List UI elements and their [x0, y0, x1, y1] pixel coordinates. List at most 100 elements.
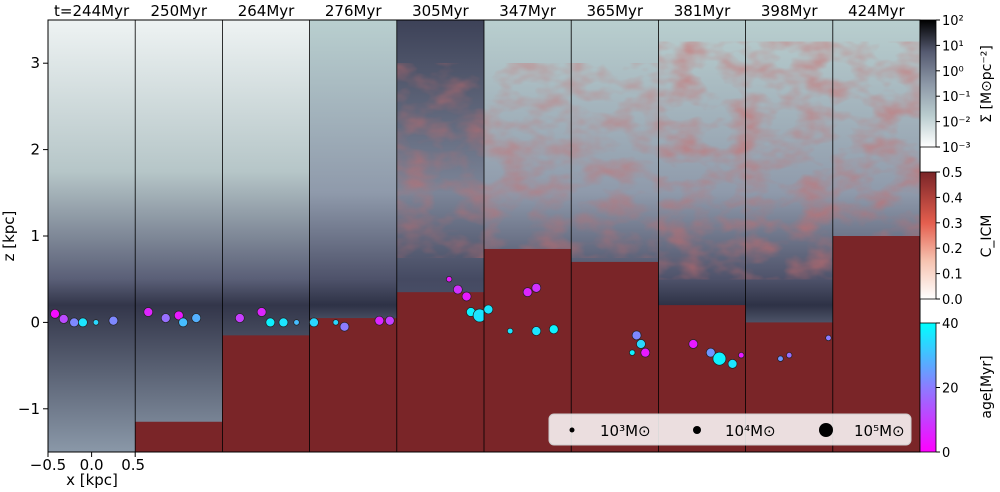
colorbar-tick-label: 0.5: [942, 166, 963, 181]
colorbar-tick-label: 10¹: [942, 39, 964, 54]
panel: [134, 20, 223, 452]
star-particle: [727, 359, 738, 369]
colorbar-icm-label: C_ICM: [979, 215, 995, 258]
star-particle: [50, 308, 60, 319]
x-axis-label: x [kpc]: [66, 471, 118, 489]
star-particle: [143, 307, 154, 317]
star-particle: [786, 352, 793, 359]
star-particle: [705, 347, 716, 358]
colorbar-age-ticks: 0 20 40: [936, 317, 959, 461]
colorbar-tick-label: 0.3: [942, 217, 963, 232]
colorbar-age-label: age[Myr]: [979, 355, 995, 418]
panel-icm-region: [135, 421, 223, 452]
panel-icm-region: [222, 335, 310, 452]
star-particle: [738, 352, 745, 359]
star-particle: [522, 287, 533, 298]
panel-title: 365Myr: [586, 2, 643, 20]
star-particle: [69, 317, 80, 328]
panel-icm-mixing: [396, 63, 484, 258]
panel: [396, 20, 487, 452]
legend-label-1e3: 10³M⊙: [600, 422, 651, 440]
colorbar-tick-label: 0.0: [942, 293, 963, 308]
panels: [48, 20, 920, 452]
x-tick-label: 0.5: [121, 456, 145, 474]
star-particle: [461, 291, 472, 302]
colorbar-tick-label: 10⁰: [942, 65, 964, 80]
star-particle: [384, 315, 395, 326]
y-tick-label: 2: [30, 141, 40, 159]
panel: [483, 20, 572, 452]
colorbar-tick-label: 20: [942, 382, 959, 397]
colorbar-tick-label: 10⁻²: [942, 116, 971, 131]
panel: [221, 20, 310, 452]
panel-title: 424Myr: [848, 2, 905, 20]
star-particle: [265, 317, 276, 328]
star-particle: [629, 349, 636, 356]
panel-icm-mixing: [745, 41, 833, 280]
legend: 10³M⊙ 10⁴M⊙ 10⁵M⊙: [548, 413, 912, 446]
star-particle: [173, 310, 184, 321]
colorbar-tick-label: 0: [942, 446, 950, 461]
star-particle: [636, 339, 646, 349]
star-particle: [256, 307, 267, 317]
panel: [570, 20, 659, 452]
colorbar-tick-label: 0.2: [942, 242, 963, 257]
legend-marker-1e4: [693, 426, 701, 434]
legend-marker-1e3: [569, 427, 575, 433]
star-particle: [452, 284, 463, 295]
star-particle: [178, 317, 189, 328]
legend-label-1e5: 10⁵M⊙: [854, 422, 905, 440]
colorbar-icm-ticks: 0.0 0.1 0.2 0.3 0.4 0.5: [936, 166, 963, 308]
star-particle: [78, 317, 88, 328]
y-tick-label: 0: [30, 313, 40, 331]
panel-icm-mixing: [571, 63, 659, 258]
star-particle: [234, 313, 245, 323]
x-tick-label: 0.0: [80, 456, 104, 474]
star-particle: [108, 315, 119, 326]
colorbar-tick-label: 10²: [942, 14, 964, 29]
legend-label-1e4: 10⁴M⊙: [725, 422, 776, 440]
colorbar-tick-label: 0.4: [942, 191, 963, 206]
star-particle: [631, 330, 642, 341]
star-particle: [531, 326, 542, 336]
colorbar-age-bar: [919, 322, 937, 453]
panel-title: 250Myr: [150, 2, 207, 20]
star-particle: [92, 319, 100, 326]
panel-gas-map: [48, 20, 136, 452]
star-particle: [712, 351, 727, 366]
star-particle: [278, 317, 289, 328]
star-particle: [293, 319, 300, 326]
panel-icm-mixing: [658, 41, 746, 280]
star-particle: [374, 315, 385, 326]
y-tick-label: 1: [30, 227, 40, 245]
y-axis: −1 0 1 2 3: [18, 54, 48, 418]
colorbar-surface-density-label: Σ [M⊙pc⁻²]: [979, 45, 995, 123]
colorbar-tick-label: 10⁻³: [942, 141, 971, 156]
panel: [309, 20, 397, 452]
star-particle: [339, 321, 350, 332]
star-particle: [640, 347, 651, 358]
star-particle: [777, 355, 784, 362]
star-particle: [531, 282, 542, 293]
star-particle: [688, 339, 699, 349]
star-particle: [160, 313, 171, 323]
colorbar-age: 0 20 40 age[Myr]: [919, 317, 995, 461]
panel: [48, 20, 136, 452]
panel: [745, 20, 833, 452]
star-particle: [548, 324, 559, 335]
colorbar-icm: 0.0 0.1 0.2 0.3 0.4 0.5 C_ICM: [919, 166, 995, 308]
legend-box: [548, 413, 912, 446]
star-particle: [483, 304, 494, 315]
colorbar-surface-density: 10⁻³ 10⁻² 10⁻¹ 10⁰ 10¹ 10² Σ [M⊙pc⁻²]: [919, 14, 995, 156]
y-axis-label: z [kpc]: [0, 211, 18, 262]
star-particle: [825, 334, 832, 342]
x-tick-label: −0.5: [30, 456, 66, 474]
panel-title: 398Myr: [761, 2, 818, 20]
star-particle: [309, 317, 319, 328]
colorbar-tick-label: 10⁻¹: [942, 90, 971, 105]
panel-gas-map: [135, 20, 223, 452]
legend-marker-1e5: [819, 423, 833, 437]
colorbar-icm-bar: [919, 171, 937, 300]
star-particle: [58, 314, 69, 324]
x-axis: −0.5 0.0 0.5: [30, 452, 145, 474]
